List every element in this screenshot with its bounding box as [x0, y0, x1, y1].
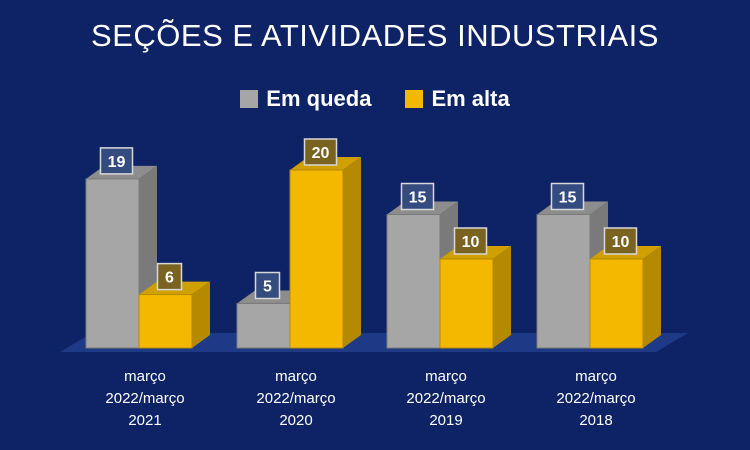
x-tick-label-line: 2022/março [105, 390, 185, 407]
bar-front [386, 214, 441, 349]
legend-item-em-queda: Em queda [240, 86, 371, 112]
x-tick-label-line: 2022/março [256, 390, 336, 407]
x-tick-label-2: março 2022/março 2019 [381, 366, 511, 432]
bar-em-alta-1 [289, 157, 361, 349]
x-tick-label-line: 2020 [279, 412, 313, 429]
bar-front [138, 294, 193, 349]
chart-title: SEÇÕES E ATIVIDADES INDUSTRIAIS [91, 18, 659, 53]
data-label-box [400, 182, 435, 211]
x-tick-label-3: março 2022/março 2018 [531, 366, 661, 432]
legend-swatch-em-alta [405, 90, 424, 108]
legend-label-em-queda: Em queda [266, 86, 372, 111]
x-tick-label-line: março [425, 368, 467, 385]
legend: Em queda Em alta [0, 86, 750, 112]
data-label-text: 15 [559, 190, 577, 207]
x-tick-label-line: 2022/março [406, 390, 486, 407]
data-label-em-alta-2: 10 [453, 227, 488, 255]
bar-side [343, 157, 361, 348]
data-label-box [603, 227, 638, 255]
bar-front [236, 303, 291, 349]
data-label-text: 15 [409, 190, 427, 207]
data-label-em-queda-0: 19 [99, 147, 134, 175]
data-label-text: 20 [312, 145, 330, 162]
bar-em-alta-0 [138, 281, 210, 349]
bar-front [289, 169, 344, 349]
bar-front [439, 258, 494, 349]
data-label-em-queda-2: 15 [400, 182, 435, 211]
data-label-box [156, 262, 183, 291]
data-label-box [453, 227, 488, 255]
data-label-text: 10 [462, 234, 480, 251]
legend-item-em-alta: Em alta [405, 86, 510, 112]
x-tick-label-line: 2018 [579, 412, 613, 429]
x-tick-label-line: 2022/março [556, 390, 636, 407]
data-label-em-alta-1: 20 [303, 138, 338, 166]
data-label-em-alta-0: 6 [156, 262, 183, 291]
x-tick-label-line: 2021 [128, 412, 162, 429]
data-label-text: 19 [108, 154, 126, 171]
legend-label-em-alta: Em alta [431, 86, 510, 111]
data-label-box [303, 138, 338, 166]
data-label-box [254, 271, 281, 300]
data-label-em-queda-3: 15 [550, 182, 585, 211]
x-tick-label-line: 2019 [429, 412, 463, 429]
x-tick-label-0: março 2022/março 2021 [80, 366, 210, 432]
bar-em-alta-2 [439, 246, 511, 349]
bar-side [192, 281, 210, 348]
bar-side [643, 246, 661, 348]
bar-side [493, 246, 511, 348]
data-label-text: 10 [612, 234, 630, 251]
data-label-box [99, 147, 134, 175]
x-tick-label-line: março [124, 368, 166, 385]
x-tick-label-1: março 2022/março 2020 [231, 366, 361, 432]
legend-swatch-em-queda [240, 90, 259, 108]
bar-front [85, 178, 140, 349]
x-tick-label-line: março [575, 368, 617, 385]
data-label-em-alta-3: 10 [603, 227, 638, 255]
bar-front [536, 214, 591, 349]
chart-floor [60, 333, 688, 352]
data-label-box [550, 182, 585, 211]
bar-em-alta-3 [589, 246, 661, 349]
data-label-text: 5 [263, 279, 272, 296]
data-label-text: 6 [165, 270, 174, 287]
bar-front [589, 258, 644, 349]
x-tick-label-line: março [275, 368, 317, 385]
data-label-em-queda-1: 5 [254, 271, 281, 300]
